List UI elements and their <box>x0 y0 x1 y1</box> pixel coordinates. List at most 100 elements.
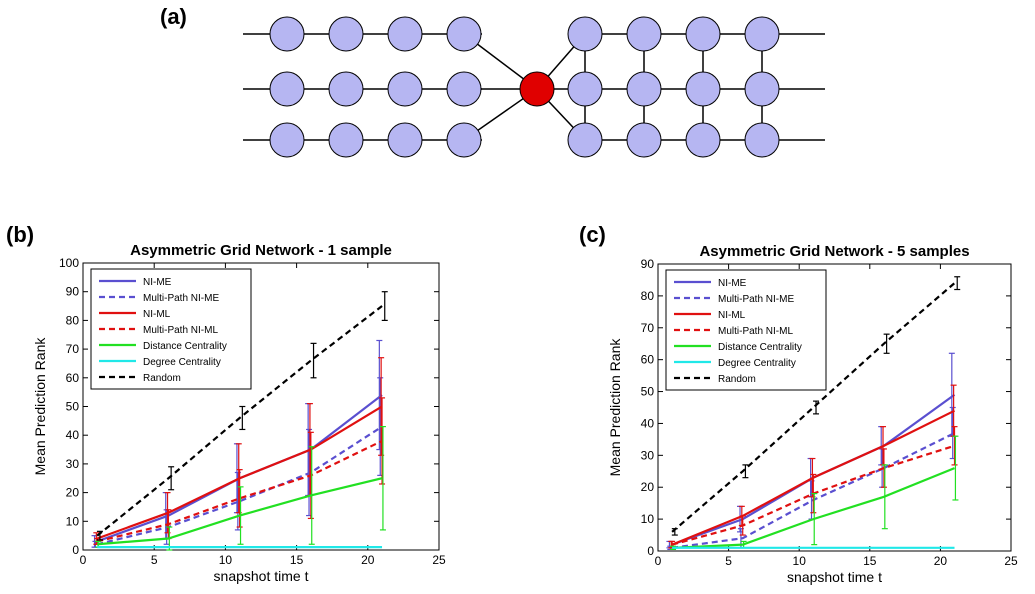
panel-label-c: (c) <box>579 222 606 247</box>
chart-c-legend-label-3: Multi-Path NI-ML <box>718 326 793 337</box>
chart-b-x-ticks: 0 5 10 15 20 25 <box>80 263 446 567</box>
chart-b-series <box>91 291 388 551</box>
chart-c-y-tick-label-2: 20 <box>641 480 655 494</box>
node-left-0-1 <box>328 16 364 52</box>
node-center <box>519 71 555 107</box>
chart-b-y-tick-label-8: 80 <box>66 313 80 327</box>
node-right-0-1 <box>626 16 662 52</box>
chart-c-legend-label-6: Random <box>718 374 756 385</box>
chart-c-y-tick-label-9: 90 <box>641 257 655 271</box>
chart-c-y-ticks: 0 10 20 30 40 50 60 70 80 90 <box>641 257 1011 558</box>
chart-b-legend-label-2: NI-ML <box>143 309 171 320</box>
node-right-2-2 <box>685 122 721 158</box>
chart-b-y-ticks: 0 10 20 30 40 50 60 70 80 90 100 <box>59 256 439 557</box>
node-right-1-0 <box>567 71 603 107</box>
node-left-1-2 <box>387 71 423 107</box>
chart-b-x-tick-label-3: 15 <box>290 553 304 567</box>
chart-c-series-line-6 <box>671 282 956 533</box>
chart-c-y-tick-label-6: 60 <box>641 353 655 367</box>
chart-c-legend-label-1: Multi-Path NI-ME <box>718 294 794 305</box>
panel-label-b: (b) <box>6 222 35 247</box>
chart-c-y-tick-label-0: 0 <box>647 544 654 558</box>
chart-b-y-tick-label-1: 10 <box>66 514 80 528</box>
chart-c-legend-label-4: Distance Centrality <box>718 342 802 353</box>
chart-c-y-tick-label-5: 50 <box>641 385 655 399</box>
chart-c-y-tick-label-7: 70 <box>641 321 655 335</box>
chart-b-y-tick-label-10: 100 <box>59 256 79 270</box>
node-right-1-1 <box>626 71 662 107</box>
node-right-1-2 <box>685 71 721 107</box>
chart-b-y-tick-label-0: 0 <box>72 543 79 557</box>
chart-c-x-tick-label-0: 0 <box>655 554 662 568</box>
chart-c-x-tick-label-2: 10 <box>793 554 807 568</box>
chart-b-y-axis-label: Mean Prediction Rank <box>32 337 48 476</box>
chart-c-series-line-4 <box>672 467 955 549</box>
chart-b-x-tick-label-5: 25 <box>432 553 446 567</box>
chart-b-x-tick-label-0: 0 <box>80 553 87 567</box>
chart-c-legend-label-5: Degree Centrality <box>718 358 796 369</box>
chart-c-x-tick-label-1: 5 <box>725 554 732 568</box>
chart-c-x-ticks: 0 5 10 15 20 25 <box>655 264 1018 568</box>
panel-label-a: (a) <box>160 4 187 29</box>
diagram-nodes <box>269 16 780 158</box>
node-right-2-0 <box>567 122 603 158</box>
chart-b-legend-box <box>90 268 252 390</box>
chart-b-series-line-3 <box>96 439 383 543</box>
grid-network-diagram <box>243 16 825 158</box>
node-left-2-1 <box>328 122 364 158</box>
chart-5-samples: Asymmetric Grid Network - 5 samples 0 5 10 1… <box>607 243 1018 585</box>
node-right-0-3 <box>744 16 780 52</box>
node-left-0-0 <box>269 16 305 52</box>
node-right-2-1 <box>626 122 662 158</box>
chart-b-y-tick-label-5: 50 <box>66 400 80 414</box>
chart-c-y-tick-label-1: 10 <box>641 512 655 526</box>
chart-c-y-tick-label-8: 80 <box>641 289 655 303</box>
chart-c-x-tick-label-5: 25 <box>1004 554 1018 568</box>
chart-b-series-line-1 <box>96 425 383 546</box>
node-left-1-3 <box>446 71 482 107</box>
node-right-0-0 <box>567 16 603 52</box>
node-left-1-0 <box>269 71 305 107</box>
chart-b-y-tick-label-2: 20 <box>66 486 80 500</box>
chart-c-x-axis-label: snapshot time t <box>787 569 882 585</box>
chart-1-sample: Asymmetric Grid Network - 1 sample 0 5 10 15… <box>32 242 446 584</box>
chart-c-legend-box <box>665 269 827 391</box>
chart-b-title: Asymmetric Grid Network - 1 sample <box>130 242 392 259</box>
chart-b-legend-label-6: Random <box>143 373 181 384</box>
chart-b-x-tick-label-2: 10 <box>219 553 233 567</box>
chart-b-y-tick-label-9: 90 <box>66 285 80 299</box>
chart-b-x-tick-label-1: 5 <box>151 553 158 567</box>
chart-b-legend-label-4: Distance Centrality <box>143 341 227 352</box>
node-right-0-2 <box>685 16 721 52</box>
chart-c-legend: NI-ME Multi-Path NI-ME NI-ML Multi-Path NI-… <box>665 269 827 391</box>
chart-b-series-line-6 <box>96 305 383 537</box>
chart-b-legend-label-3: Multi-Path NI-ML <box>143 325 218 336</box>
node-left-2-3 <box>446 122 482 158</box>
chart-c-y-tick-label-4: 40 <box>641 416 655 430</box>
node-left-2-0 <box>269 122 305 158</box>
chart-b-y-tick-label-4: 40 <box>66 428 80 442</box>
chart-b-x-tick-label-4: 20 <box>361 553 375 567</box>
chart-c-x-tick-label-4: 20 <box>934 554 948 568</box>
chart-c-y-axis-label: Mean Prediction Rank <box>607 338 623 477</box>
node-right-1-3 <box>744 71 780 107</box>
chart-c-series <box>666 276 961 551</box>
chart-b-series-line-4 <box>97 477 383 546</box>
node-left-1-1 <box>328 71 364 107</box>
node-right-2-3 <box>744 122 780 158</box>
chart-b-y-tick-label-7: 70 <box>66 342 80 356</box>
chart-c-legend-label-2: NI-ML <box>718 310 746 321</box>
chart-c-x-tick-label-3: 15 <box>863 554 877 568</box>
node-left-0-3 <box>446 16 482 52</box>
node-left-0-2 <box>387 16 423 52</box>
chart-b-y-tick-label-3: 30 <box>66 457 80 471</box>
chart-b-y-tick-label-6: 60 <box>66 371 80 385</box>
chart-b-legend-label-1: Multi-Path NI-ME <box>143 293 219 304</box>
chart-c-y-tick-label-3: 30 <box>641 448 655 462</box>
chart-c-title: Asymmetric Grid Network - 5 samples <box>699 243 969 260</box>
chart-b-legend: NI-ME Multi-Path NI-ME NI-ML Multi-Path NI-… <box>90 268 252 390</box>
chart-c-legend-label-0: NI-ME <box>718 278 747 289</box>
node-left-2-2 <box>387 122 423 158</box>
chart-b-x-axis-label: snapshot time t <box>214 568 309 584</box>
chart-b-legend-label-5: Degree Centrality <box>143 357 221 368</box>
